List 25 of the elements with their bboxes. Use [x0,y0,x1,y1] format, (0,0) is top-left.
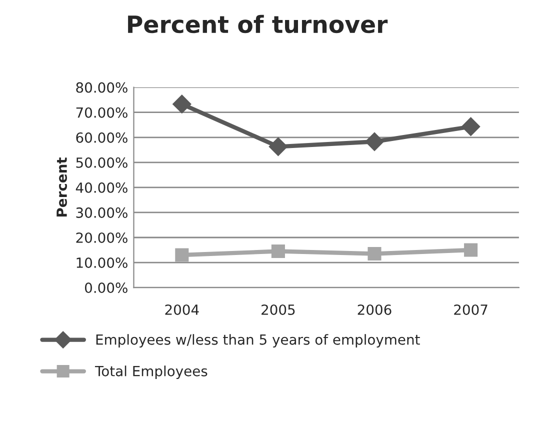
y-tick-label: 50.00% [76,157,128,168]
point [172,94,192,114]
x-tick-label: 2005 [262,304,295,315]
legend-label: Employees w/less than 5 years of employment [96,334,420,348]
point [175,248,189,262]
y-tick-label: 0.00% [84,282,128,294]
x-tick-label: 2004 [165,304,199,315]
point [368,246,382,261]
y-tick-label: 20.00% [76,232,128,243]
chart-title: Percent of turnover [128,14,388,34]
y-tick-label: 40.00% [76,182,128,193]
point [365,132,384,151]
x-tick-label: 2007 [454,304,488,315]
y-tick-label: 30.00% [76,207,128,218]
y-tick-label: 80.00% [76,82,128,93]
x-tick-label: 2006 [358,304,392,315]
point [461,117,480,136]
point [464,243,478,257]
point [271,244,285,258]
legend-label: Total Employees [94,366,208,380]
point [268,137,288,156]
y-axis-title: Percent [56,157,67,216]
y-tick-label: 70.00% [76,107,128,118]
y-tick-label: 10.00% [76,257,128,268]
y-tick-label: 60.00% [76,132,128,143]
